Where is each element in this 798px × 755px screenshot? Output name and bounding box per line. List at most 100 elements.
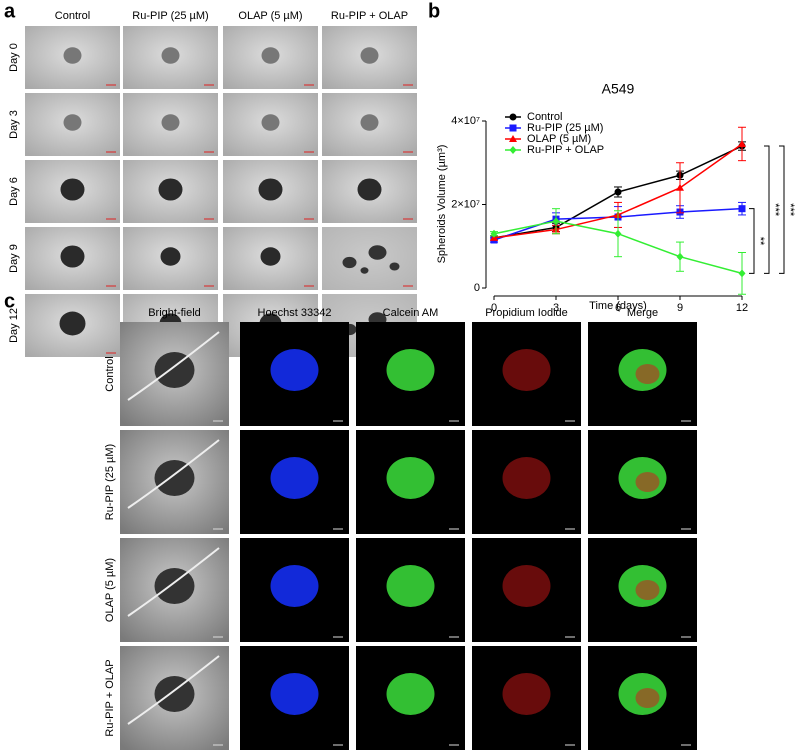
spheroid xyxy=(386,457,435,499)
spheroid xyxy=(502,349,551,391)
legend-label: OLAP (5 µM) xyxy=(527,133,591,145)
spheroid xyxy=(161,114,180,131)
significance-bracket xyxy=(764,145,770,274)
column-header: Hoechst 33342 xyxy=(258,307,332,319)
legend-marker xyxy=(509,113,517,121)
spheroid xyxy=(154,460,195,496)
y-tick-label: 4×10⁷ xyxy=(451,115,480,127)
spheroid xyxy=(386,565,435,607)
row-label: Day 6 xyxy=(8,177,20,206)
row-label: Day 12 xyxy=(8,308,20,343)
column-header: Ru-PIP (25 µM) xyxy=(132,10,208,22)
spheroid xyxy=(502,565,551,607)
x-axis-title: Time (days) xyxy=(589,300,647,312)
debris xyxy=(127,547,220,617)
spheroid xyxy=(386,673,435,715)
point xyxy=(676,183,684,191)
legend-marker xyxy=(509,146,517,154)
debris xyxy=(127,655,220,725)
spheroid xyxy=(154,568,195,604)
spheroid xyxy=(63,47,82,64)
significance-bracket xyxy=(749,208,755,274)
row-label: OLAP (5 µM) xyxy=(104,558,116,622)
column-header: Propidium Iodide xyxy=(485,307,568,319)
point xyxy=(738,139,746,147)
micrograph xyxy=(322,227,417,290)
column-header: Calcein AM xyxy=(383,307,439,319)
row-label: Control xyxy=(104,356,116,391)
y-tick-label: 2×10⁷ xyxy=(451,198,480,210)
spheroid xyxy=(270,349,319,391)
panel-label: b xyxy=(428,0,440,22)
spheroid xyxy=(502,673,551,715)
spheroid xyxy=(360,267,369,274)
legend-label: Ru-PIP + OLAP xyxy=(527,144,604,156)
legend-label: Control xyxy=(527,111,562,123)
row-label: Ru-PIP (25 µM) xyxy=(104,444,116,520)
debris xyxy=(127,331,220,401)
panel-label: a xyxy=(4,0,16,22)
chart-title: A549 xyxy=(602,81,635,97)
spheroid xyxy=(368,245,387,260)
significance-label: *** xyxy=(769,203,781,217)
row-label: Day 3 xyxy=(8,110,20,139)
spheroid xyxy=(270,673,319,715)
row-label: Day 9 xyxy=(8,244,20,273)
point xyxy=(738,205,746,213)
column-header: Merge xyxy=(627,307,658,319)
spheroid xyxy=(386,349,435,391)
spheroid xyxy=(635,472,660,492)
spheroid xyxy=(270,565,319,607)
debris xyxy=(127,439,220,509)
spheroid xyxy=(342,256,357,269)
x-tick-label: 9 xyxy=(677,302,683,314)
row-label: Day 0 xyxy=(8,43,20,72)
spheroid xyxy=(635,364,660,384)
significance-bracket xyxy=(779,145,785,274)
column-header: OLAP (5 µM) xyxy=(238,10,302,22)
spheroid xyxy=(154,676,195,712)
point xyxy=(552,217,560,226)
spheroid xyxy=(635,580,660,600)
spheroid xyxy=(261,47,280,64)
significance-label: ** xyxy=(754,237,766,246)
spheroid xyxy=(60,245,85,268)
x-tick-label: 6 xyxy=(615,302,621,314)
legend-label: Ru-PIP (25 µM) xyxy=(527,122,603,134)
row-label: Ru-PIP + OLAP xyxy=(104,659,116,736)
point xyxy=(676,252,684,261)
spheroid xyxy=(357,178,382,201)
column-header: Bright-field xyxy=(148,307,201,319)
spheroid xyxy=(258,178,283,201)
spheroid xyxy=(60,178,85,201)
y-axis-title: Spheroids Volume (µm³) xyxy=(436,145,448,264)
point xyxy=(614,229,622,238)
spheroid xyxy=(502,457,551,499)
x-tick-label: 0 xyxy=(491,302,497,314)
spheroid xyxy=(635,688,660,708)
panel-label: c xyxy=(4,290,15,312)
x-tick-label: 3 xyxy=(553,302,559,314)
spheroid xyxy=(161,47,180,64)
spheroid xyxy=(260,247,281,266)
point xyxy=(614,188,622,196)
legend-marker xyxy=(509,124,517,132)
spheroid xyxy=(261,114,280,131)
spheroid xyxy=(63,114,82,131)
spheroid xyxy=(160,247,181,266)
x-tick-label: 12 xyxy=(736,302,748,314)
column-header: Ru-PIP + OLAP xyxy=(331,10,408,22)
significance-label: *** xyxy=(784,203,796,217)
spheroid xyxy=(59,311,86,336)
point xyxy=(738,269,746,278)
spheroid xyxy=(360,47,379,64)
column-header: Control xyxy=(55,10,90,22)
spheroid xyxy=(360,114,379,131)
spheroid xyxy=(389,262,400,271)
spheroid xyxy=(158,178,183,201)
y-tick-label: 0 xyxy=(474,282,480,294)
point xyxy=(490,229,498,238)
spheroid xyxy=(154,352,195,388)
